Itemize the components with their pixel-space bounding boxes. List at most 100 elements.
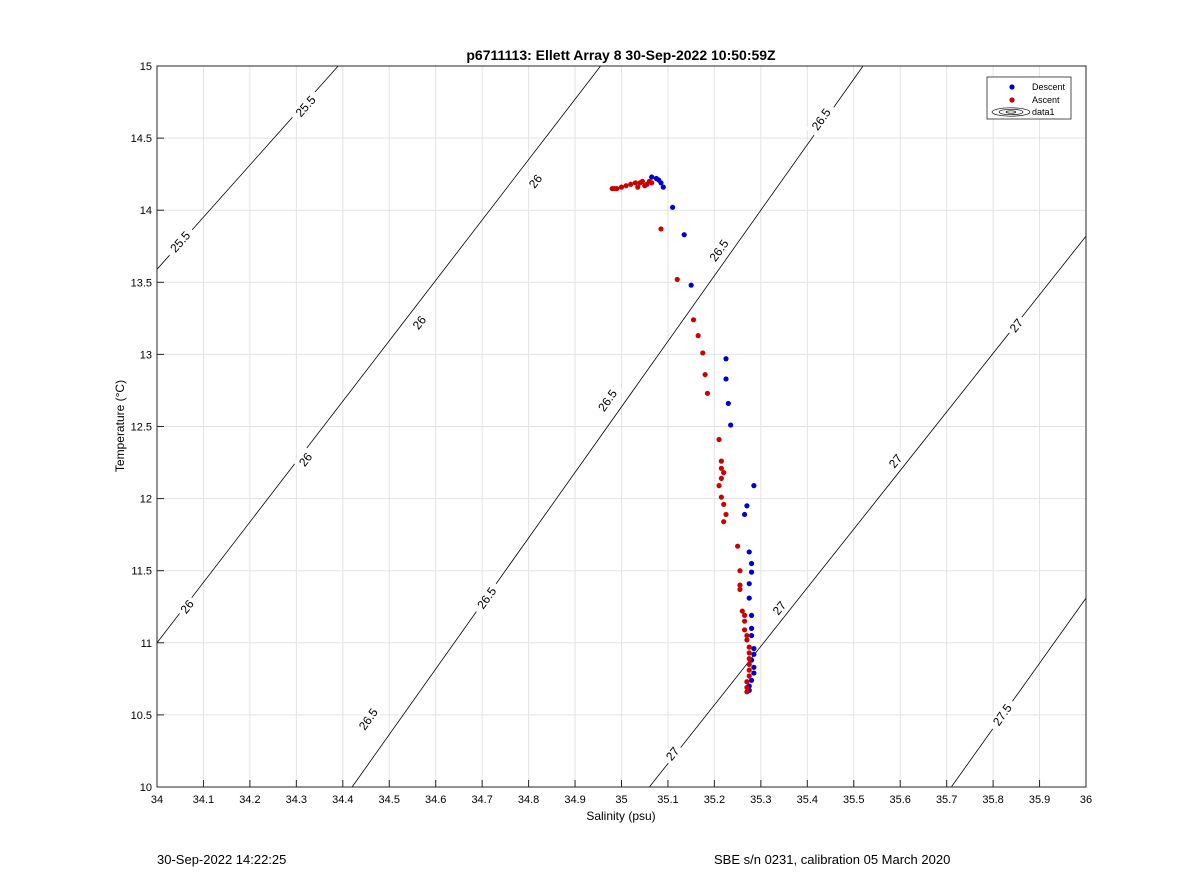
x-tick-label: 34.5 [379, 794, 400, 806]
isopycnal-line-26-5 [351, 65, 864, 788]
data-point-descent [748, 625, 755, 631]
x-tick-label: 36 [1080, 794, 1092, 806]
data-point-ascent [723, 511, 729, 518]
data-point-descent [688, 282, 694, 288]
y-tick-label: 13.5 [131, 277, 152, 289]
data-point-ascent [614, 185, 620, 192]
data-point-ascent [721, 470, 727, 476]
data-point-descent [660, 184, 666, 190]
x-tick-label: 35.2 [704, 794, 725, 806]
isopycnal-label: 26.5 [471, 580, 503, 617]
data-point-ascent [744, 632, 750, 639]
data-point-ascent [721, 501, 727, 507]
legend-marker-descent [1009, 84, 1015, 90]
isopycnal-line-26 [156, 65, 601, 644]
data-point-ascent [735, 543, 741, 549]
y-tick-label: 13 [140, 349, 152, 361]
data-point-ascent [658, 226, 664, 232]
legend-contour-icon [991, 107, 1031, 117]
data-point-ascent [737, 582, 743, 588]
legend-label-descent: Descent [1032, 82, 1066, 92]
legend-label-ascent: Ascent [1032, 95, 1060, 105]
x-tick-label: 35.4 [797, 794, 818, 806]
y-tick-label: 15 [140, 61, 152, 73]
data-point-descent [751, 670, 757, 676]
data-point-ascent [744, 684, 750, 691]
data-point-descent [728, 422, 734, 428]
y-tick-label: 12.5 [131, 422, 152, 434]
data-point-ascent [718, 458, 724, 464]
x-tick-label: 34.8 [518, 794, 539, 806]
x-tick-label: 34.1 [193, 794, 214, 806]
isopycnal-label: 26 [523, 169, 548, 194]
y-tick-label: 11.5 [131, 566, 152, 578]
data-point-ascent [635, 184, 641, 190]
y-tick-label: 14.5 [131, 133, 152, 145]
y-tick-label: 14 [140, 205, 152, 217]
x-tick-label: 34.7 [471, 794, 492, 806]
data-point-descent [744, 503, 750, 509]
legend-marker-ascent [1009, 97, 1015, 103]
x-tick-label: 34.6 [425, 794, 446, 806]
data-point-ascent [718, 475, 724, 482]
x-tick-label: 34.4 [332, 794, 353, 806]
data-point-descent [723, 376, 729, 382]
data-point-descent [748, 632, 755, 639]
data-point-ascent [746, 650, 752, 656]
data-point-ascent [746, 644, 752, 650]
grid-lines [156, 65, 1087, 788]
y-axis-label: Temperature (°C) [113, 380, 127, 472]
x-tick-label: 34 [151, 794, 163, 806]
isopycnal-label: 27 [883, 448, 908, 474]
chart-title: p6711113: Ellett Array 8 30-Sep-2022 10:… [466, 47, 776, 63]
data-point-ascent [628, 181, 634, 187]
data-point-ascent [639, 178, 646, 184]
data-point-descent [748, 560, 755, 567]
data-point-ascent [737, 586, 743, 593]
data-point-ascent [746, 667, 752, 673]
data-point-descent [751, 664, 757, 670]
legend: Descent Ascent data1 [986, 76, 1072, 120]
data-points [609, 174, 757, 695]
data-point-ascent [746, 673, 752, 679]
data-point-descent [669, 204, 676, 210]
legend-box [986, 76, 1072, 120]
y-tick-label: 11 [141, 638, 152, 650]
data-point-ascent [690, 317, 697, 323]
data-point-ascent [744, 679, 750, 685]
x-tick-label: 34.2 [239, 794, 260, 806]
data-point-ascent [741, 618, 748, 624]
x-axis-label: Salinity (psu) [586, 809, 655, 823]
isopycnal-label: 27 [767, 596, 792, 621]
x-tick-label: 35.1 [657, 794, 678, 806]
data-point-descent [723, 356, 729, 362]
data-point-ascent [702, 371, 708, 378]
data-point-ascent [737, 568, 743, 574]
x-tick-label: 35.5 [843, 794, 864, 806]
data-point-ascent [746, 656, 752, 662]
x-tick-label: 35.6 [889, 794, 910, 806]
data-point-ascent [632, 180, 639, 186]
data-point-descent [741, 511, 748, 518]
isopycnal-label: 25.5 [289, 89, 323, 124]
data-point-descent [751, 651, 757, 657]
data-point-descent [746, 549, 752, 555]
x-tick-label: 34.9 [564, 794, 585, 806]
x-tick-label: 35.9 [1029, 794, 1050, 806]
data-point-ascent [700, 350, 706, 356]
data-point-descent [748, 569, 755, 575]
x-tick-label: 35.8 [982, 794, 1003, 806]
x-tick-label: 35 [615, 794, 627, 806]
isopycnal-label: 26 [293, 447, 318, 472]
data-point-ascent [649, 180, 655, 186]
y-tick-label: 12 [140, 494, 152, 506]
y-tick-label: 10 [140, 782, 152, 794]
footer-instrument-info: SBE s/n 0231, calibration 05 March 2020 [714, 852, 951, 867]
data-point-ascent [744, 637, 750, 643]
data-point-ascent [744, 689, 750, 695]
data-point-descent [751, 645, 757, 652]
isopycnal-line-27-5 [950, 597, 1087, 788]
data-point-descent [725, 400, 731, 407]
isopycnal-label: 27 [660, 741, 685, 767]
data-point-descent [746, 581, 752, 587]
